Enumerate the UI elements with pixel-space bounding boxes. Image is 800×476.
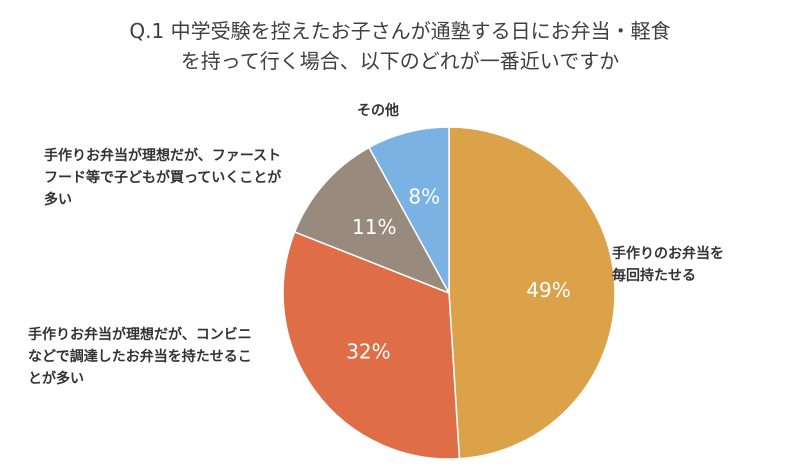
pie-slice-other bbox=[368, 126, 450, 294]
slice-label-other: その他 bbox=[357, 100, 399, 122]
slice-label-line: 手作りお弁当が理想だが、ファースト bbox=[44, 148, 282, 164]
pie-slice-fast-food bbox=[293, 146, 451, 295]
chart-title-line-2: を持って行く場合、以下のどれが一番近いですか bbox=[180, 49, 620, 73]
data-label-own-lunch: 49% bbox=[526, 278, 570, 302]
slice-label-own-lunch: 手作りのお弁当を 毎回持たせる bbox=[612, 243, 724, 287]
slice-label-line: その他 bbox=[357, 103, 399, 119]
pie-slice-own-lunch bbox=[448, 126, 616, 460]
chart-title-line-1: Q.1 中学受験を控えたお子さんが通塾する日にお弁当・軽食 bbox=[129, 19, 671, 43]
data-label-fast-food: 11% bbox=[352, 215, 396, 239]
slice-label-line: フード等で子どもが買っていくことが bbox=[44, 170, 282, 186]
slice-label-convenience-store: 手作りお弁当が理想だが、コンビニ などで調達したお弁当を持たせるこ とが多い bbox=[28, 324, 252, 390]
slice-label-line: 毎回持たせる bbox=[612, 268, 696, 284]
slice-label-line: 手作りのお弁当を bbox=[612, 246, 724, 262]
data-label-convenience-store: 32% bbox=[346, 340, 390, 364]
pie-slice-convenience-store bbox=[282, 230, 461, 460]
slice-label-line: などで調達したお弁当を持たせるこ bbox=[28, 349, 252, 365]
slice-label-line: 多い bbox=[44, 192, 72, 208]
slice-label-fast-food: 手作りお弁当が理想だが、ファースト フード等で子どもが買っていくことが 多い bbox=[44, 145, 281, 211]
data-label-other: 8% bbox=[408, 185, 440, 209]
slice-label-line: とが多い bbox=[28, 371, 84, 387]
slice-label-line: 手作りお弁当が理想だが、コンビニ bbox=[28, 327, 252, 343]
